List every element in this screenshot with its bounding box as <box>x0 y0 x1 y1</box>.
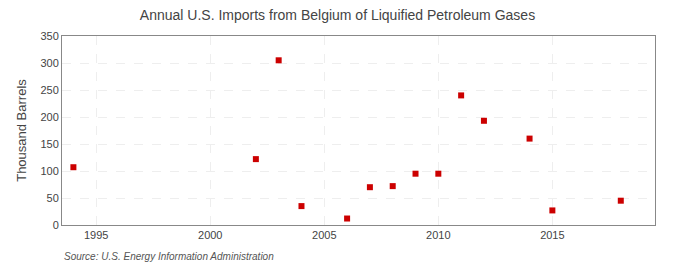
svg-text:Thousand Barrels: Thousand Barrels <box>14 79 29 182</box>
svg-text:100: 100 <box>40 165 58 177</box>
svg-text:350: 350 <box>40 30 58 42</box>
svg-text:300: 300 <box>40 57 58 69</box>
svg-text:2015: 2015 <box>540 229 564 241</box>
svg-text:Annual U.S. Imports from Belgi: Annual U.S. Imports from Belgium of Liqu… <box>140 7 535 23</box>
svg-text:Source: U.S. Energy Informatio: Source: U.S. Energy Information Administ… <box>64 251 274 262</box>
svg-text:250: 250 <box>40 84 58 96</box>
svg-text:2005: 2005 <box>312 229 336 241</box>
svg-text:2010: 2010 <box>426 229 450 241</box>
svg-text:0: 0 <box>53 219 59 231</box>
svg-text:50: 50 <box>47 192 59 204</box>
svg-text:200: 200 <box>40 111 58 123</box>
svg-text:1995: 1995 <box>84 229 108 241</box>
svg-text:2000: 2000 <box>198 229 222 241</box>
svg-text:150: 150 <box>40 138 58 150</box>
